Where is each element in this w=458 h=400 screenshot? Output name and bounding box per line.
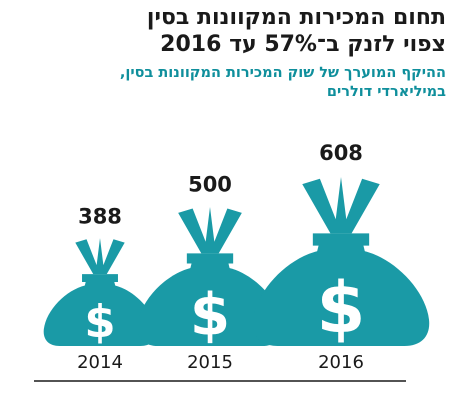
dollar-sign-icon: $: [190, 280, 230, 348]
value-label: 608: [319, 141, 363, 165]
money-bag-top: [75, 238, 125, 275]
chart-subtitle: ההיקף המוערך של שוק המכירות המקוונות בסי…: [6, 64, 446, 102]
x-tick-label: 2016: [318, 352, 364, 373]
dollar-sign-icon: $: [84, 295, 115, 348]
chart-title-line-2: צפוי לזנק ב־57% עד 2016: [160, 32, 446, 57]
money-bag-top: [178, 207, 242, 254]
chart-subtitle-line-2: במיליארדי דולרים: [326, 84, 446, 100]
dollar-sign-icon: $: [317, 267, 366, 349]
money-bag-body: [43, 285, 157, 346]
money-bag-2016: $: [252, 177, 430, 349]
x-tick-label: 2015: [187, 352, 233, 373]
value-label: 388: [78, 205, 122, 229]
money-bag-2015: $: [137, 207, 283, 348]
money-bag-body: [137, 267, 283, 346]
x-tick-label: 2014: [77, 352, 123, 373]
money-bag-tie: [186, 253, 234, 264]
chart-subtitle-line-1: ההיקף המוערך של שוק המכירות המקוונות בסי…: [119, 65, 446, 81]
money-bag-tie: [312, 233, 370, 246]
money-bag-top: [302, 177, 380, 234]
money-bag-2014: $: [43, 238, 157, 348]
chart-title-line-1: תחום המכירות המקוונות בסין: [146, 5, 446, 30]
money-bag-body: [252, 250, 430, 346]
value-label: 500: [188, 172, 232, 196]
chart-title: תחום המכירות המקוונות בסין צפוי לזנק ב־5…: [6, 4, 446, 58]
money-bag-tie: [82, 274, 118, 282]
chart-header: תחום המכירות המקוונות בסין צפוי לזנק ב־5…: [6, 4, 446, 102]
